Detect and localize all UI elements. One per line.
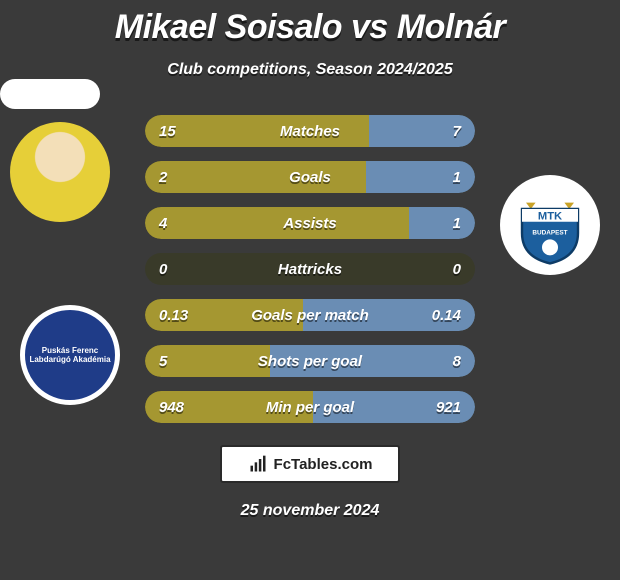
stat-row: Goals per match0.13 0.14 — [145, 299, 475, 331]
chart-icon — [248, 454, 268, 474]
page-subtitle: Club competitions, Season 2024/2025 — [0, 61, 620, 79]
stat-row: Assists4 1 — [145, 207, 475, 239]
stat-value-right: 1 — [453, 207, 461, 239]
stat-row: Hattricks0 0 — [145, 253, 475, 285]
stat-value-right: 921 — [436, 391, 461, 423]
stat-value-left: 5 — [159, 345, 167, 377]
page-title: Mikael Soisalo vs Molnár — [0, 0, 620, 47]
stat-row: Shots per goal5 8 — [145, 345, 475, 377]
stat-label: Assists — [145, 207, 475, 239]
stat-row: Min per goal948 921 — [145, 391, 475, 423]
stat-row: Matches15 7 — [145, 115, 475, 147]
stat-value-left: 15 — [159, 115, 176, 147]
stat-value-right: 7 — [453, 115, 461, 147]
stat-value-right: 8 — [453, 345, 461, 377]
source-text: FcTables.com — [274, 456, 373, 473]
stat-value-right: 0.14 — [432, 299, 461, 331]
stat-label: Matches — [145, 115, 475, 147]
comparison-card: Mikael Soisalo vs Molnár Club competitio… — [0, 0, 620, 580]
footer-date: 25 november 2024 — [0, 502, 620, 520]
stat-label: Shots per goal — [145, 345, 475, 377]
stat-value-left: 0 — [159, 253, 167, 285]
stat-value-right: 1 — [453, 161, 461, 193]
stat-label: Goals — [145, 161, 475, 193]
stat-value-left: 0.13 — [159, 299, 188, 331]
stat-value-left: 4 — [159, 207, 167, 239]
right-player-photo — [0, 79, 100, 109]
stat-label: Hattricks — [145, 253, 475, 285]
stat-value-left: 2 — [159, 161, 167, 193]
stat-label: Goals per match — [145, 299, 475, 331]
stat-label: Min per goal — [145, 391, 475, 423]
source-badge: FcTables.com — [220, 445, 400, 483]
stat-bars: Matches157Goals21Assists41Hattricks00Goa… — [145, 115, 475, 423]
stat-value-right: 0 — [453, 253, 461, 285]
stat-value-left: 948 — [159, 391, 184, 423]
stat-row: Goals2 1 — [145, 161, 475, 193]
stats-area: Matches157Goals21Assists41Hattricks00Goa… — [0, 115, 620, 437]
